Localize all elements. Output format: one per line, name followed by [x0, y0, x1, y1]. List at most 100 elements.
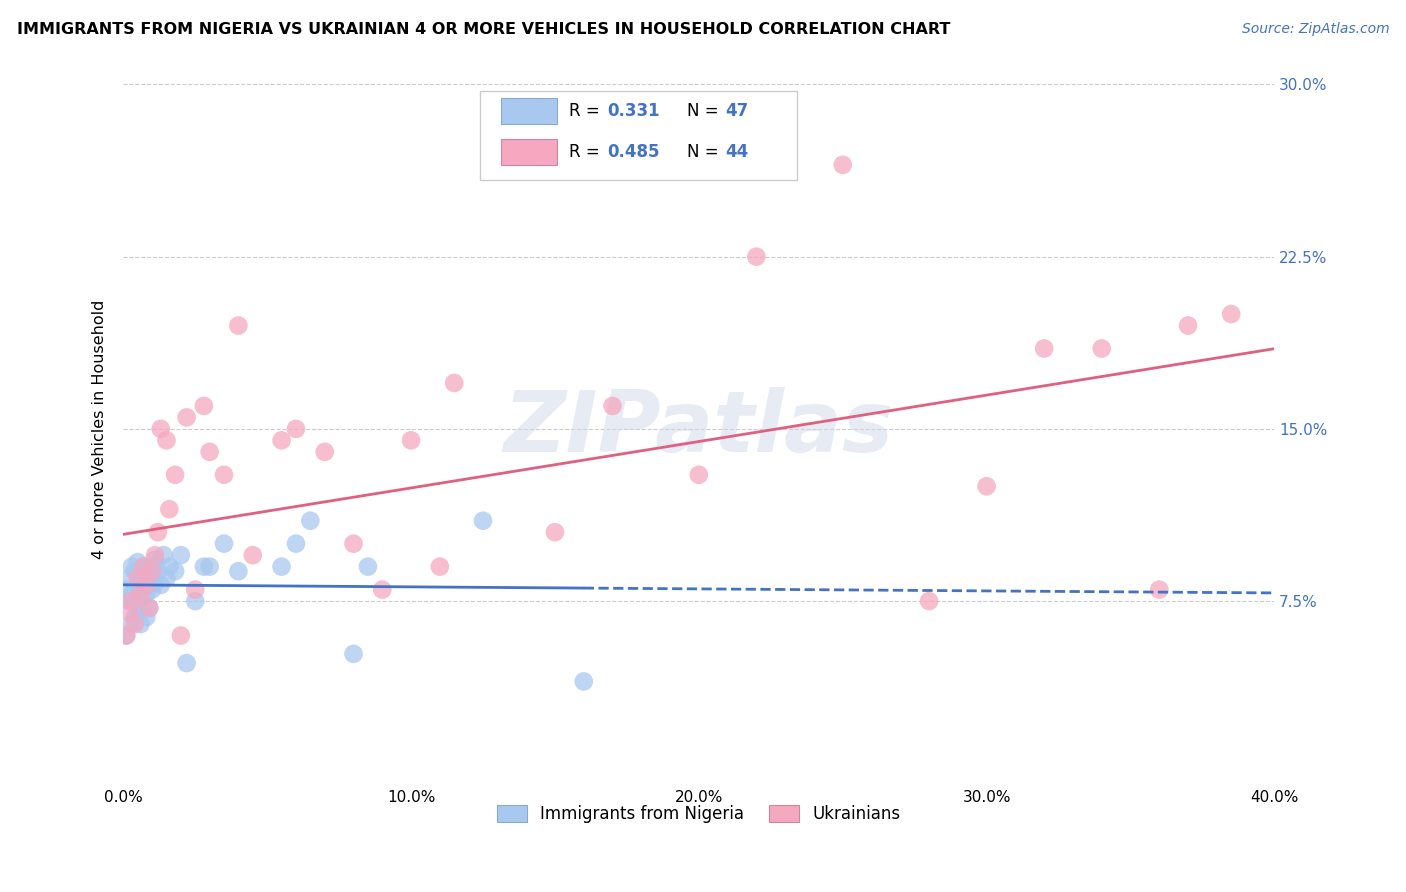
- Point: [121, 587, 143, 601]
- Point: [544, 525, 567, 540]
- Point: [143, 548, 166, 562]
- Point: [115, 628, 138, 642]
- Point: [342, 536, 364, 550]
- Point: [342, 647, 364, 661]
- Point: [143, 575, 166, 590]
- Point: [472, 514, 495, 528]
- Point: [284, 536, 307, 550]
- Point: [132, 559, 155, 574]
- Point: [193, 399, 215, 413]
- Point: [165, 564, 187, 578]
- Point: [170, 548, 193, 562]
- Point: [115, 582, 138, 597]
- Point: [270, 434, 292, 448]
- Point: [118, 594, 141, 608]
- Point: [141, 564, 163, 578]
- Point: [124, 610, 146, 624]
- Point: [212, 536, 235, 550]
- Point: [1091, 342, 1114, 356]
- Point: [371, 582, 394, 597]
- Point: [976, 479, 998, 493]
- Text: ZIPatlas: ZIPatlas: [503, 387, 894, 470]
- Point: [184, 594, 207, 608]
- Point: [124, 564, 146, 578]
- Point: [121, 559, 143, 574]
- Point: [124, 617, 146, 632]
- Point: [831, 158, 853, 172]
- Point: [135, 610, 157, 624]
- Point: [228, 564, 250, 578]
- Text: IMMIGRANTS FROM NIGERIA VS UKRAINIAN 4 OR MORE VEHICLES IN HOUSEHOLD CORRELATION: IMMIGRANTS FROM NIGERIA VS UKRAINIAN 4 O…: [17, 22, 950, 37]
- Point: [1220, 307, 1243, 321]
- Point: [138, 601, 160, 615]
- Point: [284, 422, 307, 436]
- Point: [357, 559, 380, 574]
- Point: [127, 555, 149, 569]
- Point: [127, 606, 149, 620]
- Point: [688, 467, 710, 482]
- Point: [572, 674, 595, 689]
- Point: [132, 582, 155, 597]
- Point: [115, 628, 138, 642]
- Point: [270, 559, 292, 574]
- Point: [170, 628, 193, 642]
- Point: [141, 582, 163, 597]
- Point: [149, 578, 172, 592]
- Point: [745, 250, 768, 264]
- Point: [132, 559, 155, 574]
- Point: [429, 559, 451, 574]
- Text: R =: R =: [569, 143, 605, 161]
- Point: [299, 514, 322, 528]
- Point: [1033, 342, 1056, 356]
- Text: Source: ZipAtlas.com: Source: ZipAtlas.com: [1241, 22, 1389, 37]
- Point: [135, 578, 157, 592]
- Text: N =: N =: [688, 143, 724, 161]
- Point: [118, 606, 141, 620]
- Point: [1149, 582, 1171, 597]
- Point: [146, 525, 169, 540]
- Point: [138, 601, 160, 615]
- Point: [127, 571, 149, 585]
- Point: [399, 434, 422, 448]
- Point: [157, 502, 180, 516]
- Point: [121, 594, 143, 608]
- Point: [121, 617, 143, 632]
- Point: [124, 594, 146, 608]
- Point: [198, 559, 221, 574]
- Point: [1177, 318, 1199, 333]
- FancyBboxPatch shape: [501, 139, 557, 165]
- Point: [129, 591, 152, 606]
- Point: [155, 571, 177, 585]
- Point: [149, 422, 172, 436]
- Point: [138, 571, 160, 585]
- Text: 44: 44: [725, 143, 748, 161]
- Point: [918, 594, 941, 608]
- Point: [135, 564, 157, 578]
- Point: [155, 434, 177, 448]
- Point: [165, 467, 187, 482]
- Point: [193, 559, 215, 574]
- Text: 47: 47: [725, 102, 748, 120]
- Point: [176, 410, 198, 425]
- Point: [198, 445, 221, 459]
- FancyBboxPatch shape: [479, 91, 797, 180]
- Point: [118, 571, 141, 585]
- Point: [146, 564, 169, 578]
- Point: [129, 617, 152, 632]
- Point: [242, 548, 264, 562]
- Point: [152, 548, 174, 562]
- Point: [135, 587, 157, 601]
- Point: [212, 467, 235, 482]
- Legend: Immigrants from Nigeria, Ukrainians: Immigrants from Nigeria, Ukrainians: [491, 798, 907, 830]
- FancyBboxPatch shape: [501, 98, 557, 124]
- Point: [314, 445, 336, 459]
- Text: 0.331: 0.331: [607, 102, 659, 120]
- Text: N =: N =: [688, 102, 724, 120]
- Point: [129, 587, 152, 601]
- Point: [602, 399, 624, 413]
- Point: [443, 376, 465, 390]
- Point: [143, 553, 166, 567]
- Point: [184, 582, 207, 597]
- Text: R =: R =: [569, 102, 605, 120]
- Text: 0.485: 0.485: [607, 143, 659, 161]
